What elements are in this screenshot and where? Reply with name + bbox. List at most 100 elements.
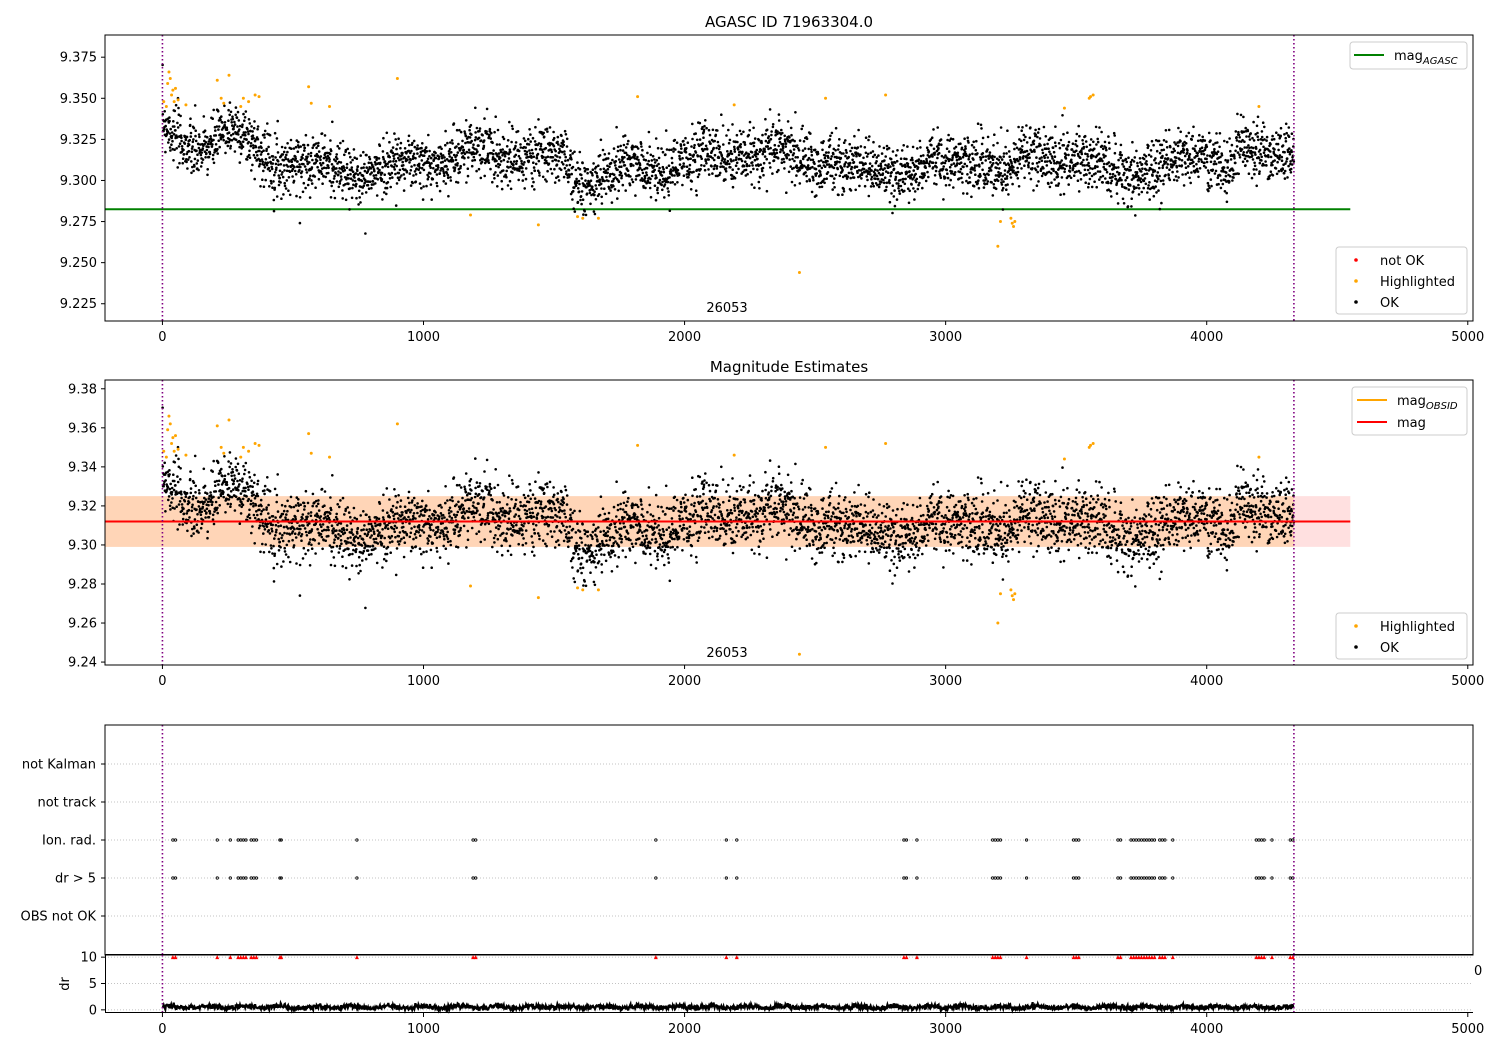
p1-ok-point — [527, 159, 531, 163]
p1-ok-point — [408, 143, 411, 147]
p1-ok-point — [1083, 164, 1086, 167]
p1-ok-point — [611, 158, 614, 162]
p1-ok-point — [569, 149, 572, 152]
p2-ok-point — [219, 489, 222, 492]
p1-ok-point — [1030, 143, 1033, 147]
p1-ok-point — [1251, 154, 1254, 157]
p1-ok-point — [508, 120, 511, 124]
p1-ok-point — [520, 159, 523, 163]
p2-ok-point — [277, 537, 281, 541]
p1-ok-point — [686, 141, 690, 144]
p1-ok-point — [512, 160, 516, 163]
p1-ok-point — [492, 173, 496, 176]
p1-ok-point — [1210, 184, 1213, 188]
p1-ok-point — [424, 146, 428, 149]
p1-ok-point — [1145, 160, 1148, 163]
p1-ok-point — [495, 143, 499, 146]
p1-ok-point — [856, 171, 859, 174]
p1-ok-point — [1179, 139, 1182, 143]
p1-ok-point — [715, 165, 719, 168]
p1-ok-point — [450, 139, 454, 142]
p1-ok-point — [974, 173, 977, 176]
p1-ok-point — [1102, 162, 1106, 166]
p1-ok-point — [1237, 133, 1241, 137]
p1-ok-point — [241, 145, 245, 149]
p1-ok-point — [249, 144, 253, 148]
p2-ok-point — [192, 481, 196, 485]
p1-ok-point — [547, 162, 551, 165]
p1-ok-point — [351, 158, 354, 162]
p1-ok-point — [425, 184, 428, 188]
p1-ok-point — [735, 161, 739, 165]
p1-ok-point — [485, 130, 488, 133]
p1-ok-point — [763, 155, 767, 158]
p1-ok-point — [304, 133, 308, 137]
p1-ok-point — [388, 173, 392, 176]
p1-ok-point — [981, 161, 984, 165]
p2-ok-point — [270, 529, 274, 533]
p1-ok-point — [200, 151, 203, 154]
p1-ok-point — [192, 138, 195, 141]
p1-ok-point — [999, 161, 1002, 164]
p1-ok-point — [607, 179, 610, 183]
p1-ok-point — [215, 125, 219, 128]
p2-ok-point — [245, 495, 248, 498]
p1-ok-point — [455, 145, 458, 148]
p1-ok-point — [970, 143, 974, 147]
p1-ok-point — [562, 140, 565, 144]
p1-ok-point — [1292, 160, 1296, 163]
p1-ok-point — [1159, 160, 1162, 163]
p1-ok-point — [355, 157, 359, 160]
p1-ok-point — [1223, 139, 1226, 143]
p1-ok-point — [993, 133, 996, 136]
p1-ok-point — [368, 155, 371, 159]
p1-ok-point — [586, 168, 590, 171]
p1-ok-point — [532, 161, 535, 164]
p1-ok-point — [262, 149, 265, 152]
p1-ok-point — [235, 116, 239, 119]
p1-ok-point — [225, 126, 229, 129]
p1-ok-point — [403, 177, 407, 180]
p1-ok-point — [395, 182, 399, 185]
p1-ok-point — [858, 184, 861, 188]
p1-ok-point — [1000, 183, 1004, 186]
p2-ok-point — [180, 496, 183, 500]
p1-ok-point — [211, 157, 215, 161]
p1-ok-point — [823, 181, 826, 185]
p1-ok-point — [876, 183, 879, 187]
p1-ok-point — [411, 141, 414, 145]
p2-ok-point — [238, 522, 242, 525]
p1-ok-point — [662, 177, 665, 181]
p1-ok-point — [760, 169, 764, 173]
p1-ok-point — [776, 157, 780, 160]
p1-ok-point — [654, 198, 658, 202]
p1-ok-point — [1003, 173, 1007, 176]
p1-ok-point — [1046, 142, 1049, 146]
p1-ok-point — [393, 132, 396, 135]
p1-ok-point — [655, 164, 659, 167]
p1-ok-point — [302, 143, 306, 147]
p1-ok-point — [1255, 184, 1258, 188]
p2-ok-point — [254, 504, 258, 507]
p1-ok-point — [968, 176, 971, 179]
p1-ok-point — [296, 150, 300, 153]
p1-ok-point — [1290, 132, 1294, 135]
p1-ok-point — [283, 181, 287, 185]
p1-ok-point — [209, 135, 212, 138]
p2-ok-point — [194, 496, 198, 500]
p1-ok-point — [391, 151, 395, 155]
p1-ok-point — [320, 132, 324, 135]
p1-ok-point — [1041, 151, 1045, 155]
p1-ok-point — [653, 184, 657, 187]
p1-ok-point — [282, 193, 285, 196]
p1-ok-point — [879, 162, 883, 166]
p1-ok-point — [542, 135, 546, 139]
p1-ok-point — [809, 132, 812, 135]
p2-ok-point — [275, 500, 279, 504]
p1-ok-point — [680, 151, 683, 154]
p2-ok-point — [285, 543, 289, 547]
p1-ok-point — [329, 149, 333, 153]
p1-ok-point — [565, 164, 568, 167]
p1-ok-point — [360, 166, 363, 170]
p1-ok-point — [1063, 163, 1066, 166]
